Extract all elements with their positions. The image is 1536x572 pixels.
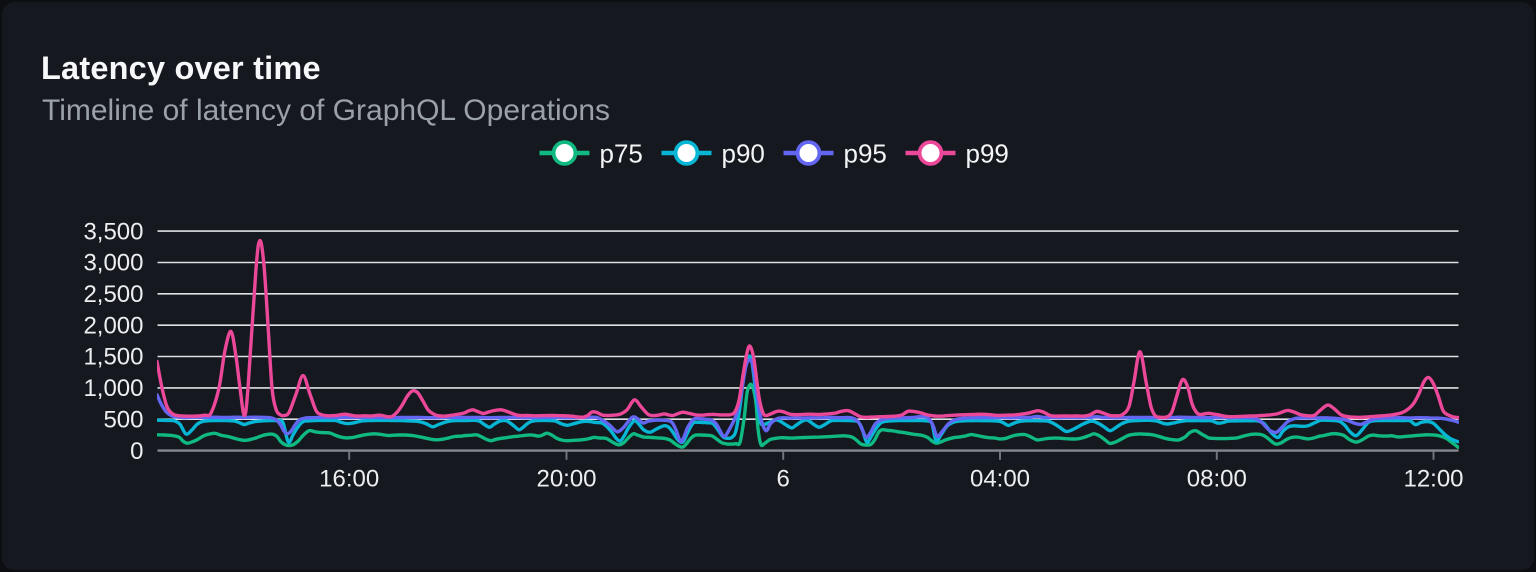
svg-text:2,000: 2,000 — [83, 312, 143, 339]
svg-text:p95: p95 — [844, 139, 887, 169]
svg-text:0: 0 — [130, 438, 143, 465]
svg-text:16:00: 16:00 — [319, 466, 379, 493]
svg-text:2,500: 2,500 — [83, 281, 143, 308]
svg-text:3,500: 3,500 — [83, 218, 143, 245]
svg-text:1,000: 1,000 — [83, 375, 143, 402]
svg-text:04:00: 04:00 — [970, 466, 1030, 493]
svg-text:p99: p99 — [966, 139, 1009, 169]
svg-text:p90: p90 — [722, 139, 765, 169]
svg-text:6: 6 — [777, 466, 790, 493]
svg-text:500: 500 — [103, 406, 143, 433]
svg-text:1,500: 1,500 — [83, 344, 143, 371]
svg-text:3,000: 3,000 — [83, 250, 143, 277]
svg-text:20:00: 20:00 — [536, 466, 596, 493]
svg-text:p75: p75 — [600, 139, 643, 169]
svg-text:12:00: 12:00 — [1403, 466, 1463, 493]
svg-text:08:00: 08:00 — [1187, 466, 1247, 493]
